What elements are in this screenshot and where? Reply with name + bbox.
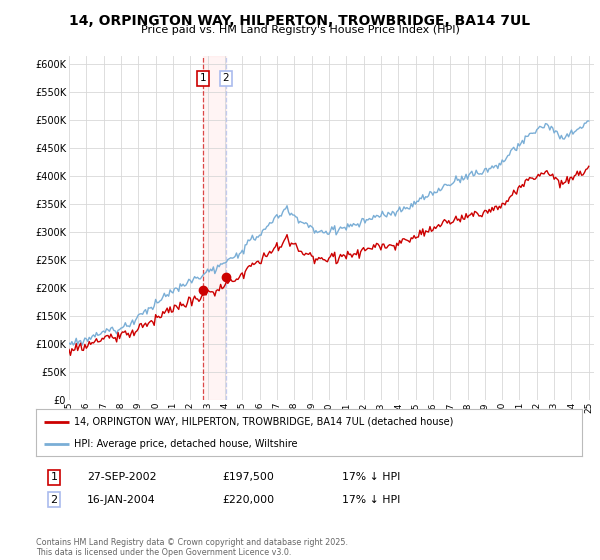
Text: Price paid vs. HM Land Registry's House Price Index (HPI): Price paid vs. HM Land Registry's House … <box>140 25 460 35</box>
Text: 14, ORPINGTON WAY, HILPERTON, TROWBRIDGE, BA14 7UL (detached house): 14, ORPINGTON WAY, HILPERTON, TROWBRIDGE… <box>74 417 454 427</box>
Text: 17% ↓ HPI: 17% ↓ HPI <box>342 472 400 482</box>
Text: 27-SEP-2002: 27-SEP-2002 <box>87 472 157 482</box>
Text: £197,500: £197,500 <box>222 472 274 482</box>
Text: 2: 2 <box>50 494 58 505</box>
Text: 1: 1 <box>50 472 58 482</box>
Text: £220,000: £220,000 <box>222 494 274 505</box>
Text: 2: 2 <box>223 73 229 83</box>
Text: HPI: Average price, detached house, Wiltshire: HPI: Average price, detached house, Wilt… <box>74 438 298 449</box>
Text: 17% ↓ HPI: 17% ↓ HPI <box>342 494 400 505</box>
Text: 14, ORPINGTON WAY, HILPERTON, TROWBRIDGE, BA14 7UL: 14, ORPINGTON WAY, HILPERTON, TROWBRIDGE… <box>70 14 530 28</box>
Text: 1: 1 <box>200 73 206 83</box>
Text: Contains HM Land Registry data © Crown copyright and database right 2025.
This d: Contains HM Land Registry data © Crown c… <box>36 538 348 557</box>
Text: 16-JAN-2004: 16-JAN-2004 <box>87 494 155 505</box>
Bar <box>203 56 226 400</box>
